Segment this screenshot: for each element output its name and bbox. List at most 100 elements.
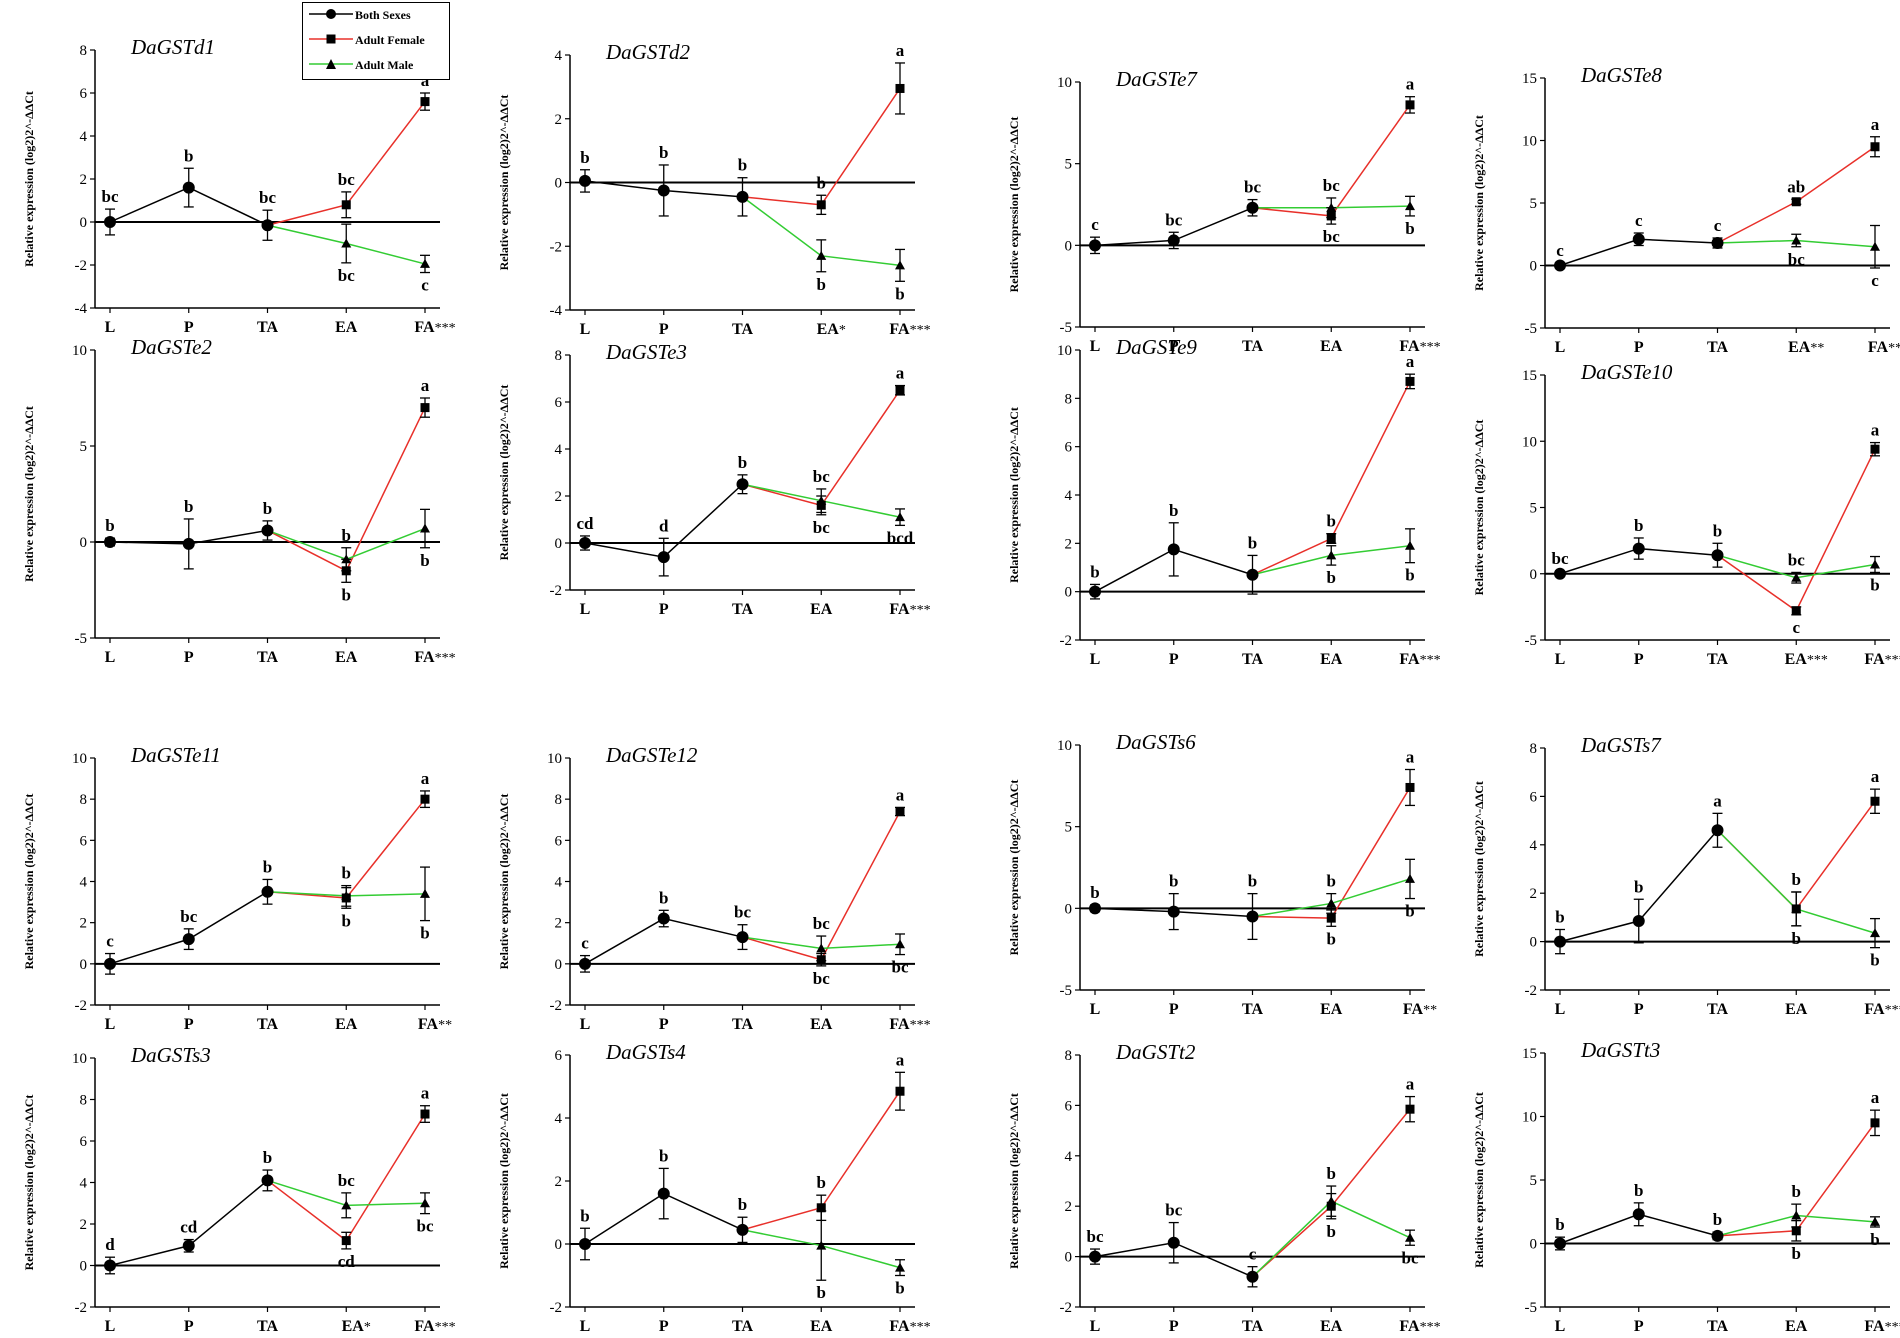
- female-sig-letter: a: [896, 1050, 905, 1069]
- x-tick-label: P: [1634, 1318, 1644, 1335]
- both-point: [657, 1187, 670, 1200]
- x-tick-label: FA***: [889, 1318, 930, 1335]
- both-point: [1711, 1229, 1724, 1242]
- y-tick-label: 0: [1065, 585, 1073, 601]
- y-axis-label: Relative expression (log2)2^-ΔΔCt: [1472, 115, 1486, 291]
- y-tick-label: -5: [1525, 321, 1538, 337]
- female-sig-letter: a: [421, 71, 430, 90]
- female-point: [1326, 534, 1336, 543]
- chart-title: DaGSTe12: [605, 743, 698, 767]
- both-sig-letter: bc: [180, 907, 197, 926]
- y-tick-label: 4: [555, 442, 563, 458]
- both-point: [1554, 935, 1566, 948]
- y-tick-label: 2: [80, 1217, 88, 1233]
- both-sig-letter: c: [1556, 241, 1564, 260]
- male-sig-letter: bc: [1788, 550, 1805, 569]
- female-sig-letter: a: [896, 785, 905, 804]
- male-sig-letter: b: [817, 275, 826, 294]
- y-tick-label: 8: [1065, 1048, 1073, 1064]
- x-tick-label: L: [1090, 338, 1101, 355]
- chart-title: DaGSTe3: [605, 340, 687, 364]
- x-tick-label: P: [184, 1016, 194, 1033]
- both-sig-letter: b: [659, 143, 668, 162]
- female-point: [1791, 606, 1801, 616]
- male-sig-letter: b: [1327, 872, 1336, 891]
- female-sig-letter: a: [1406, 75, 1415, 94]
- male-sig-letter: bc: [1323, 176, 1340, 195]
- chart-DaGSTe11: -2 0 2 4 6 8 10 L P TA EA FA** Relative expression (…: [22, 743, 452, 1033]
- x-tick-label: EA: [1320, 338, 1343, 355]
- x-tick-label: TA: [257, 319, 278, 336]
- y-tick-label: -2: [1525, 983, 1538, 999]
- x-tick-label: L: [580, 321, 591, 338]
- x-tick-label: P: [184, 319, 194, 336]
- x-tick-label: P: [1634, 339, 1644, 356]
- both-sig-letter: b: [1555, 908, 1564, 927]
- x-tick-label: FA***: [1399, 338, 1440, 355]
- both-point: [736, 190, 749, 203]
- x-tick-label: EA**: [1788, 339, 1824, 356]
- x-tick-label: FA***: [414, 649, 455, 666]
- male-sig-letter: c: [1871, 271, 1879, 290]
- female-sig-letter: b: [817, 1173, 826, 1192]
- y-tick-label: -5: [1060, 320, 1073, 336]
- y-tick-label: 6: [1065, 440, 1073, 456]
- male-sig-letter: b: [895, 284, 904, 303]
- male-sig-letter: b: [1327, 1164, 1336, 1183]
- y-tick-label: 0: [1065, 1250, 1073, 1266]
- y-tick-label: 15: [1522, 1046, 1537, 1062]
- x-tick-label: L: [105, 1318, 116, 1335]
- y-tick-label: 0: [80, 957, 88, 973]
- male-sig-letter: b: [1870, 1230, 1879, 1249]
- x-tick-label: L: [1555, 1001, 1566, 1018]
- y-tick-label: 6: [555, 395, 563, 411]
- both-sig-letter: d: [659, 516, 669, 535]
- both-sig-letter: bc: [734, 903, 751, 922]
- both-sig-letter: b: [1090, 562, 1099, 581]
- y-tick-label: 0: [555, 536, 563, 552]
- male-point: [895, 512, 905, 522]
- chart-DaGSTs4: -2 0 2 4 6 L P TA EA FA*** Relative expression (lo…: [497, 1040, 931, 1335]
- y-tick-label: 10: [72, 343, 87, 359]
- x-tick-label: EA: [810, 1016, 833, 1033]
- female-point: [816, 500, 826, 510]
- legend-item-adult-male: Adult Male: [303, 55, 451, 75]
- female-point: [816, 1203, 826, 1213]
- female-point: [895, 1086, 905, 1096]
- both-sig-letter: b: [738, 1195, 747, 1214]
- y-tick-label: 4: [555, 48, 563, 64]
- female-sig-letter: b: [342, 911, 351, 930]
- y-tick-label: -5: [1525, 633, 1538, 649]
- male-point: [420, 888, 430, 898]
- female-sig-letter: a: [1406, 352, 1415, 371]
- y-tick-label: 2: [555, 916, 563, 932]
- female-sig-letter: b: [1327, 512, 1336, 531]
- both-point: [104, 1259, 116, 1272]
- male-point: [341, 1200, 352, 1210]
- both-sig-letter: b: [263, 857, 272, 876]
- y-tick-label: 8: [555, 792, 563, 808]
- y-tick-label: 5: [1065, 157, 1073, 173]
- both-point: [261, 885, 274, 898]
- y-tick-label: 8: [1065, 391, 1073, 407]
- male-sig-letter: bc: [338, 266, 355, 285]
- y-axis-label: Relative expression (log2)2^-ΔΔCt: [22, 406, 36, 582]
- female-point: [1405, 1104, 1415, 1114]
- female-point: [420, 1109, 430, 1119]
- female-point: [816, 200, 826, 210]
- both-point: [1246, 910, 1259, 923]
- both-sig-letter: bc: [1244, 178, 1261, 197]
- x-tick-label: P: [1169, 1318, 1179, 1335]
- series-female-line: [742, 389, 901, 507]
- both-sexes-marker-icon: [309, 9, 353, 19]
- x-tick-label: EA: [1320, 1001, 1343, 1018]
- chart-DaGSTe12: -2 0 2 4 6 8 10 L P TA EA FA*** Relative expression …: [497, 743, 931, 1033]
- y-axis-label: Relative expression (log2)2^-ΔΔCt: [497, 1093, 511, 1269]
- both-sig-letter: bc: [102, 187, 119, 206]
- both-point: [579, 537, 591, 549]
- male-sig-letter: b: [342, 526, 351, 545]
- male-point: [1326, 898, 1337, 908]
- both-point: [1632, 542, 1645, 555]
- both-sig-letter: c: [106, 932, 114, 951]
